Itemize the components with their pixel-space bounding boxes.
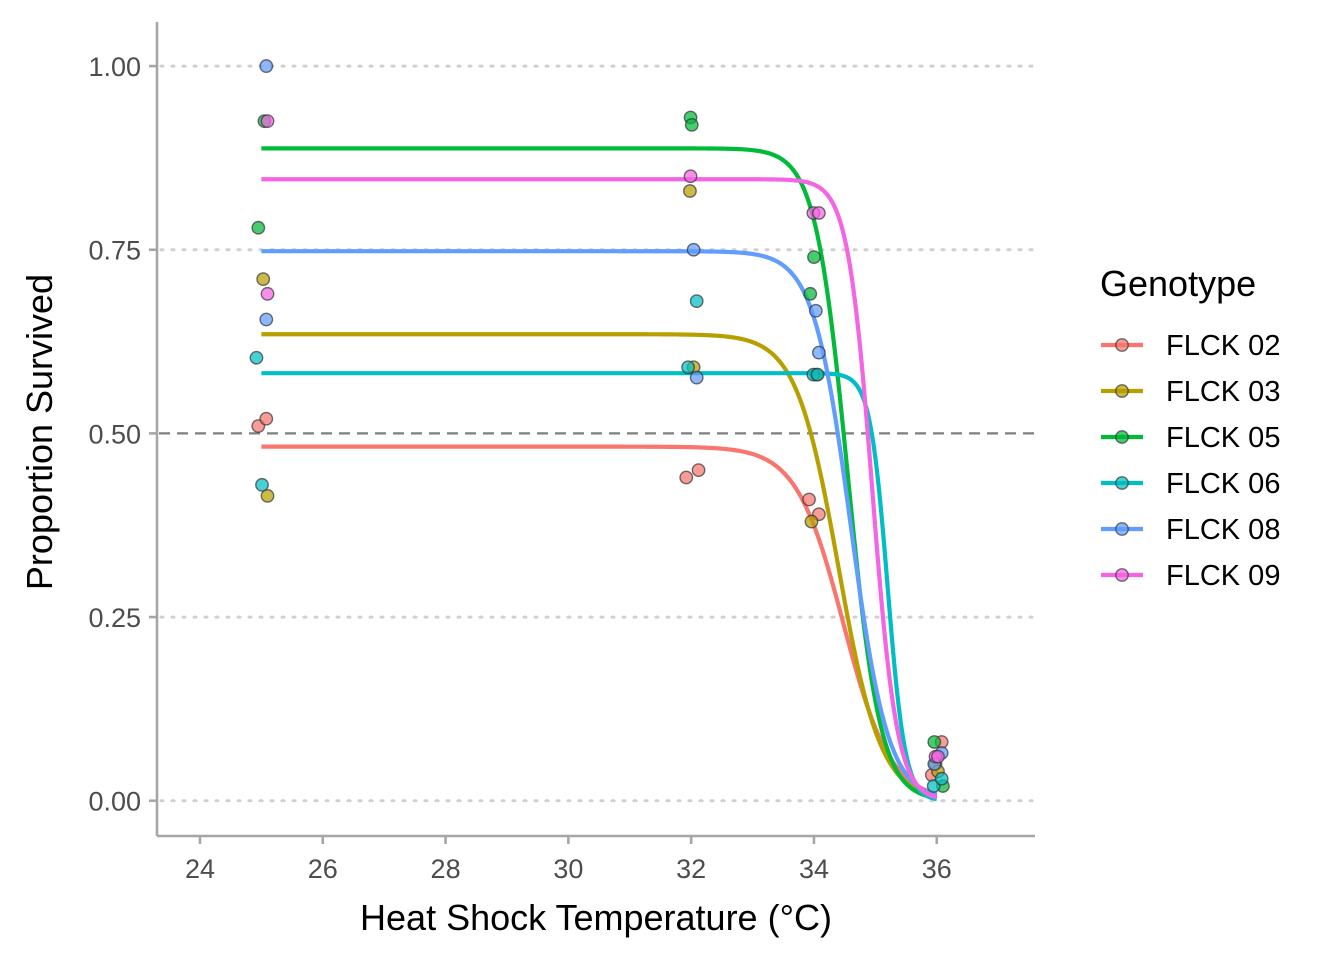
y-tick-label: 0.75	[88, 236, 141, 266]
data-point	[691, 463, 706, 478]
data-point	[683, 184, 697, 198]
fit-curve	[260, 371, 938, 802]
legend-label: FLCK 05	[1166, 422, 1280, 454]
x-tick-label: 34	[799, 854, 829, 884]
data-point	[804, 514, 819, 529]
legend-item: FLCK 05	[1101, 422, 1280, 454]
data-point	[689, 294, 704, 309]
fit-curve	[260, 444, 938, 797]
data-point	[679, 470, 694, 485]
data-point	[255, 477, 269, 492]
y-axis-title: Proportion Survived	[19, 274, 60, 590]
legend-label: FLCK 09	[1166, 560, 1280, 592]
data-point	[807, 250, 821, 264]
data-point	[683, 169, 698, 184]
data-point	[931, 749, 945, 764]
legend-title: Genotype	[1100, 263, 1256, 304]
legend: Genotype FLCK 02 FLCK 03 FLCK 05 FLCK 06 FLC…	[1100, 263, 1280, 592]
data-point	[256, 272, 271, 287]
axes: 0.00 0.25 0.50 0.75 1.00 24 26 28 30 32 34 36	[88, 22, 1035, 884]
legend-item: FLCK 08	[1101, 514, 1280, 546]
data-point	[684, 117, 699, 132]
legend-label: FLCK 08	[1166, 514, 1280, 546]
data-point	[689, 370, 704, 385]
legend-key-point	[1115, 568, 1129, 582]
fit-curve	[260, 146, 938, 801]
data-point	[259, 59, 274, 73]
legend-label: FLCK 02	[1166, 330, 1280, 362]
legend-item: FLCK 02	[1101, 330, 1280, 362]
data-point	[811, 345, 826, 360]
legend-key-point	[1115, 430, 1129, 444]
fit-curve	[260, 332, 938, 799]
y-tick-label: 0.00	[88, 787, 141, 817]
data-point	[260, 114, 275, 129]
legend-key-point	[1115, 476, 1129, 490]
legend-item: FLCK 06	[1101, 468, 1280, 500]
data-points	[249, 59, 950, 793]
fit-curve	[260, 249, 938, 798]
data-point	[811, 206, 826, 220]
x-tick-label: 26	[308, 854, 338, 884]
data-point	[802, 492, 816, 507]
data-point	[927, 735, 942, 749]
legend-key-point	[1115, 522, 1129, 536]
legend-key-point	[1115, 338, 1129, 352]
legend-item: FLCK 03	[1101, 376, 1280, 408]
x-tick-label: 36	[922, 854, 952, 884]
data-point	[259, 411, 274, 426]
data-point	[803, 286, 818, 301]
x-tick-label: 32	[676, 854, 706, 884]
fit-curve	[260, 177, 938, 800]
data-point	[808, 303, 823, 318]
y-tick-label: 1.00	[88, 52, 141, 82]
y-tick-label: 0.50	[88, 419, 141, 449]
x-tick-label: 28	[431, 854, 461, 884]
legend-label: FLCK 03	[1166, 376, 1280, 408]
x-tick-label: 30	[553, 854, 583, 884]
data-point	[681, 360, 695, 375]
legend-label: FLCK 06	[1166, 468, 1280, 500]
data-point	[934, 771, 949, 786]
fit-curves	[260, 146, 938, 802]
data-point	[249, 350, 264, 365]
y-tick-label: 0.25	[88, 603, 141, 633]
data-point	[259, 312, 274, 327]
legend-item: FLCK 09	[1101, 560, 1280, 592]
data-point	[686, 242, 701, 257]
data-point	[260, 286, 275, 301]
data-point	[251, 220, 266, 235]
data-point	[260, 488, 275, 503]
legend-key-point	[1115, 384, 1129, 398]
x-tick-label: 24	[185, 854, 215, 884]
data-point	[810, 367, 825, 382]
x-axis-title: Heat Shock Temperature (°C)	[360, 897, 832, 938]
